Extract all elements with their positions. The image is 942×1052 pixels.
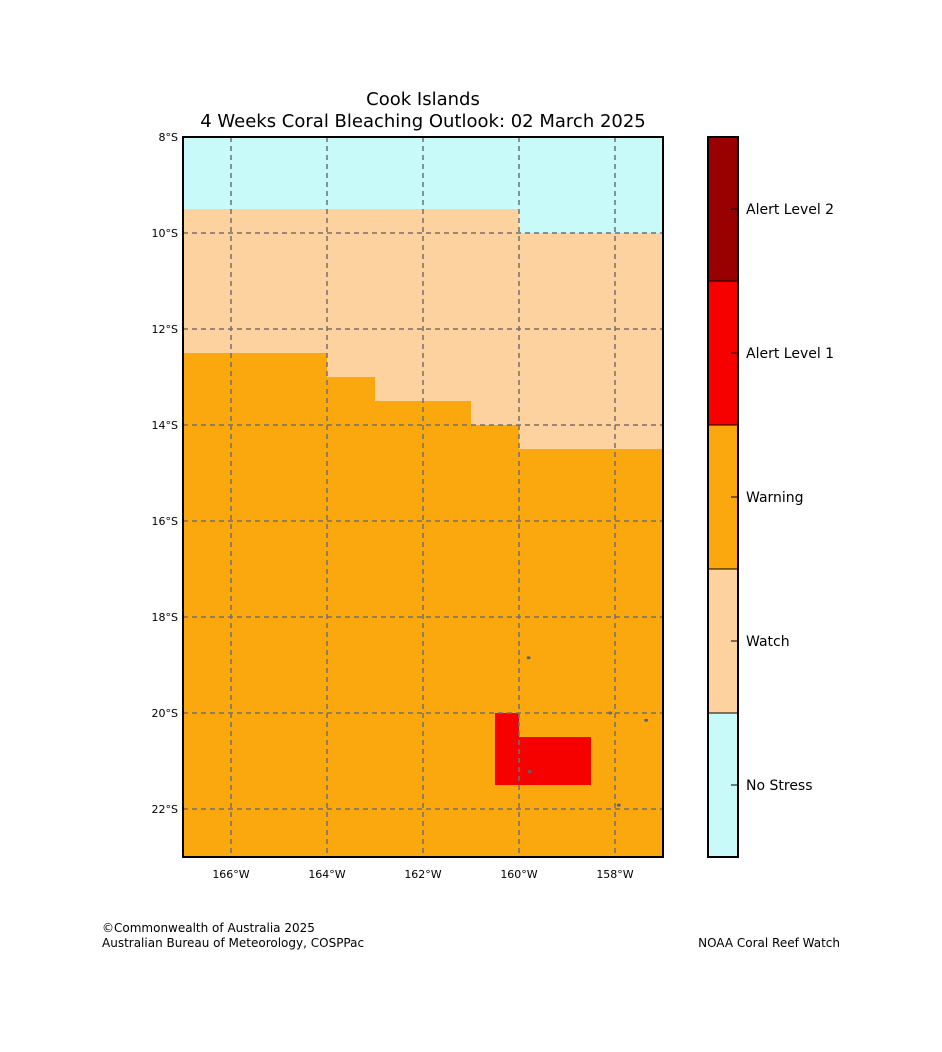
lat-tick-label: 20°S (152, 707, 178, 720)
island-marker (644, 718, 649, 722)
agency-text: Australian Bureau of Meteorology, COSPPa… (102, 936, 365, 950)
lat-tick-label: 10°S (152, 227, 178, 240)
lat-tick-label: 14°S (152, 419, 178, 432)
footer-source: NOAA Coral Reef Watch (698, 936, 840, 951)
lon-tick-label: 166°W (212, 868, 249, 881)
lat-tick-label: 16°S (152, 515, 178, 528)
legend-label-no-stress: No Stress (746, 778, 813, 794)
lon-tick-label: 164°W (308, 868, 345, 881)
lon-tick-label: 160°W (500, 868, 537, 881)
lat-tick-label: 18°S (152, 611, 178, 624)
figure-title-line2: 4 Weeks Coral Bleaching Outlook: 02 Marc… (200, 111, 646, 132)
map-frame (182, 136, 664, 858)
island-marker (616, 803, 621, 807)
longitude-labels: 166°W 164°W 162°W 160°W 158°W (212, 868, 633, 881)
legend-label-watch: Watch (746, 634, 790, 650)
legend-label-alert-2: Alert Level 2 (746, 202, 834, 218)
copyright-text: ©Commonwealth of Australia 2025 (102, 921, 315, 935)
island-marker (526, 656, 531, 660)
lon-tick-label: 162°W (404, 868, 441, 881)
legend-label-warning: Warning (746, 490, 804, 506)
colorbar-labels: Alert Level 2 Alert Level 1 Warning Watch No… (731, 202, 834, 794)
source-text: NOAA Coral Reef Watch (698, 936, 840, 950)
map-islands (526, 656, 649, 807)
lon-tick-label: 158°W (596, 868, 633, 881)
island-marker (527, 770, 532, 774)
lat-tick-label: 12°S (152, 323, 178, 336)
lat-tick-label: 8°S (159, 131, 178, 144)
map-gridlines (183, 137, 663, 857)
lat-tick-label: 22°S (152, 803, 178, 816)
figure-title-line1: Cook Islands (366, 89, 480, 110)
footer-credits: ©Commonwealth of Australia 2025 Australi… (102, 921, 364, 951)
legend-label-alert-1: Alert Level 1 (746, 346, 834, 362)
latitude-labels: 8°S 10°S 12°S 14°S 16°S 18°S 20°S 22°S (152, 131, 178, 816)
